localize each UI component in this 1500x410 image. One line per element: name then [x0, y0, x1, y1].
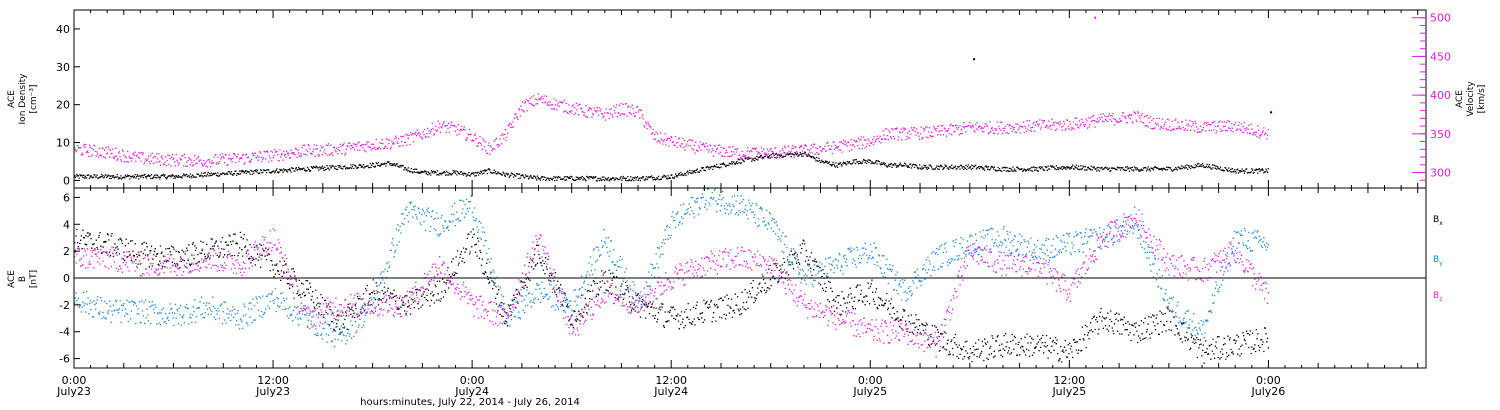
top-series-0-points: [74, 151, 1269, 182]
outlier-point-1: [973, 58, 976, 61]
outlier-point-2: [1270, 111, 1273, 114]
x-tick-date-5: July25: [1051, 385, 1086, 398]
velocity-tick-label-3: 450: [1430, 50, 1451, 63]
x-tick-date-2: July24: [454, 385, 489, 398]
bottom-series-2-points: [74, 206, 1269, 358]
top-panel-outliers: [973, 16, 1273, 114]
density-label-line-2: Ion Density: [18, 73, 28, 125]
legend-bz-sub: z: [1439, 296, 1442, 303]
density-label-line-1: ACE: [7, 90, 17, 108]
density-tick-label-2: 20: [56, 99, 70, 112]
field-tick-label-4: 2: [63, 245, 70, 258]
velocity-tick-label-1: 350: [1430, 128, 1451, 141]
density-tick-label-3: 30: [56, 61, 70, 74]
bottom-panel-series: [74, 188, 1269, 364]
velocity-tick-label-2: 400: [1430, 89, 1451, 102]
x-tick-time-6: 0:00: [1256, 374, 1281, 387]
field-tick-label-6: 6: [63, 191, 70, 204]
x-tick-time-3: 12:00: [655, 374, 687, 387]
legend-bx-label: B: [1433, 215, 1439, 225]
field-label-line-3: [nT]: [29, 270, 39, 288]
legend-by: By: [1433, 255, 1443, 267]
field-tick-label-3: 0: [63, 272, 70, 285]
field-tick-label-0: -6: [59, 353, 70, 366]
legend-bx: Bx: [1433, 215, 1443, 227]
legend-bz: Bz: [1433, 291, 1442, 303]
x-tick-date-6: July26: [1251, 385, 1286, 398]
field-tick-label-5: 4: [63, 218, 70, 231]
velocity-axis-label: ACE Velocity [km/s]: [1455, 81, 1487, 117]
top-panel: 0 10 20 30 40 300 350 400 450 500 ACE Ion Densit…: [7, 9, 1487, 189]
bottom-panel: -6 -4 -2 0 2 4 6 ACE B [nT] Bx By Bz: [7, 187, 1443, 369]
bottom-series-1-points: [74, 188, 1269, 348]
density-tick-label-0: 0: [63, 174, 70, 187]
density-axis-label: ACE Ion Density [cm⁻³]: [7, 73, 39, 125]
top-series-0: [74, 151, 1269, 182]
bottom-series-2: [74, 206, 1269, 358]
field-label-line-2: B: [18, 276, 28, 282]
density-tick-label-1: 10: [56, 137, 70, 150]
top-right-axis-ticks: 300 350 400 450 500: [1412, 12, 1451, 181]
bottom-series-0-points: [74, 228, 1269, 364]
outlier-point-0: [1094, 16, 1097, 19]
top-series-1: [74, 93, 1269, 168]
field-axis-label: ACE B [nT]: [7, 270, 39, 288]
x-tick-time-1: 12:00: [257, 374, 289, 387]
velocity-tick-label-0: 300: [1430, 167, 1451, 180]
density-tick-label-4: 40: [56, 23, 70, 36]
bottom-series-0: [74, 228, 1269, 364]
legend-by-sub: y: [1439, 260, 1443, 267]
field-tick-label-1: -4: [59, 326, 70, 339]
x-tick-date-4: July25: [852, 385, 887, 398]
density-label-line-3: [cm⁻³]: [29, 84, 39, 113]
x-tick-time-4: 0:00: [858, 374, 883, 387]
x-axis: 0:00July2312:00July230:00July2412:00July…: [56, 10, 1419, 398]
x-tick-time-2: 0:00: [460, 374, 485, 387]
top-series-1-points: [74, 93, 1269, 168]
bottom-left-axis-ticks: -6 -4 -2 0 2 4 6: [59, 191, 80, 366]
velocity-label-line-2: Velocity: [1466, 81, 1476, 117]
velocity-tick-label-4: 500: [1430, 12, 1451, 25]
legend: Bx By Bz: [1433, 215, 1443, 303]
x-tick-time-5: 12:00: [1053, 374, 1085, 387]
velocity-label-line-3: [km/s]: [1477, 85, 1487, 114]
x-tick-date-3: July24: [653, 385, 688, 398]
top-panel-series: [74, 93, 1269, 182]
x-tick-date-0: July23: [56, 385, 91, 398]
velocity-label-line-1: ACE: [1455, 90, 1465, 108]
bottom-series-1: [74, 188, 1269, 348]
x-axis-title: hours:minutes, July 22, 2014 - July 26, …: [360, 397, 580, 408]
field-tick-label-2: -2: [59, 299, 70, 312]
field-label-line-1: ACE: [7, 270, 17, 288]
x-tick-date-1: July23: [255, 385, 290, 398]
x-tick-time-0: 0:00: [62, 374, 87, 387]
legend-bz-label: B: [1433, 291, 1439, 301]
legend-by-label: B: [1433, 255, 1439, 265]
top-left-axis-ticks: 0 10 20 30 40: [56, 23, 80, 187]
legend-bx-sub: x: [1439, 220, 1443, 227]
